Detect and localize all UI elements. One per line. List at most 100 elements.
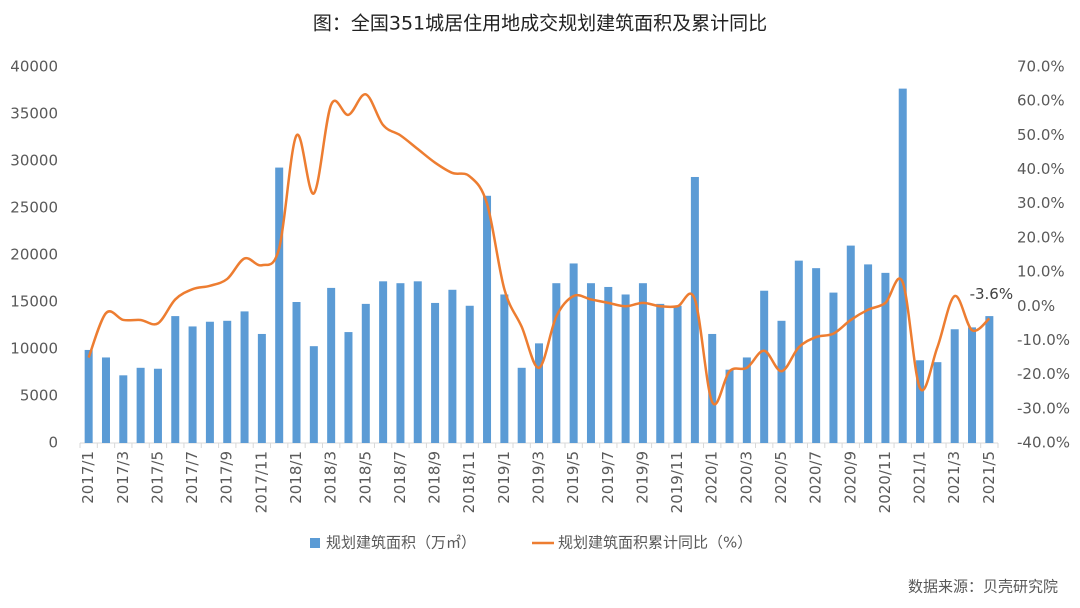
bar [898, 88, 907, 444]
bar [968, 327, 977, 443]
bar [500, 294, 509, 443]
x-tick-label: 2019/5 [564, 451, 582, 504]
data-label: -3.6% [970, 285, 1014, 303]
bar [864, 264, 873, 443]
chart-title: 图：全国351城居住用地成交规划建筑面积及累计同比 [313, 13, 767, 35]
y-tick-label: 25000 [10, 199, 58, 217]
bar [812, 268, 821, 443]
bar [223, 320, 232, 443]
bar [327, 287, 336, 443]
x-tick-label: 2019/7 [599, 451, 617, 504]
bar [846, 245, 855, 443]
x-tick-label: 2018/9 [426, 451, 444, 504]
x-tick-label: 2020/9 [841, 451, 859, 504]
bar [725, 369, 734, 443]
bar [881, 272, 890, 443]
y2-tick-label: 30.0% [1017, 194, 1065, 212]
x-tick-label: 2021/5 [980, 451, 998, 504]
source: 数据来源：贝壳研究院 [908, 578, 1058, 596]
y-tick-label: 40000 [10, 58, 58, 76]
bar [153, 368, 162, 443]
y2-tick-label: -20.0% [1017, 365, 1070, 383]
y2-tick-label: -40.0% [1017, 434, 1070, 452]
y-tick-label: 15000 [10, 293, 58, 311]
x-tick-label: 2020/1 [703, 451, 721, 504]
bar [240, 311, 249, 443]
bar [431, 302, 440, 443]
legend-label: 规划建筑面积累计同比（%） [558, 534, 752, 552]
bar [916, 360, 925, 443]
bar [586, 283, 595, 443]
x-tick-label: 2018/5 [356, 451, 374, 504]
x-tick-label: 2019/11 [668, 451, 686, 513]
bar [604, 286, 613, 443]
bar [552, 283, 561, 443]
y2-tick-label: 50.0% [1017, 126, 1065, 144]
x-tick-label: 2020/7 [807, 451, 825, 504]
bar [569, 263, 578, 443]
bar [673, 305, 682, 443]
bar [448, 289, 457, 443]
bar [777, 320, 786, 443]
x-tick-label: 2019/1 [495, 451, 513, 504]
x-tick-label: 2017/1 [79, 451, 97, 504]
x-tick-label: 2020/3 [737, 451, 755, 504]
bar [257, 333, 266, 443]
x-tick-label: 2020/11 [876, 451, 894, 513]
x-tick-label: 2019/3 [530, 451, 548, 504]
y-tick-label: 30000 [10, 152, 58, 170]
bar [638, 283, 647, 443]
bar [535, 343, 543, 443]
y2-tick-label: 0.0% [1017, 297, 1055, 315]
x-tick-label: 2017/5 [148, 451, 166, 504]
y-tick-label: 20000 [10, 246, 58, 264]
bar [690, 176, 699, 444]
bar [760, 290, 769, 443]
x-tick-label: 2017/3 [114, 451, 132, 504]
y2-tick-label: -30.0% [1017, 399, 1070, 417]
bar [985, 316, 994, 443]
bar [656, 303, 665, 443]
x-tick-label: 2018/1 [287, 451, 305, 504]
line [87, 93, 991, 406]
y2-tick-label: 20.0% [1017, 228, 1065, 246]
legend-swatch [310, 538, 320, 548]
bar [379, 281, 388, 443]
x-tick-label: 2018/3 [322, 451, 340, 504]
x-tick-label: 2018/7 [391, 451, 409, 504]
bar [84, 349, 93, 443]
x-tick-label: 2018/11 [460, 451, 478, 513]
bar [101, 357, 110, 443]
bar [794, 260, 803, 443]
x-tick-label: 2019/9 [633, 451, 651, 504]
bar [361, 303, 370, 443]
bar [275, 167, 284, 443]
x-tick-label: 2021/1 [911, 451, 929, 504]
bar [292, 302, 301, 443]
bar [136, 367, 145, 443]
bar [708, 333, 717, 443]
bar [188, 326, 197, 443]
y-tick-label: 5000 [20, 387, 58, 405]
bar [829, 292, 838, 443]
bar [413, 281, 422, 443]
bar [396, 283, 405, 443]
y2-tick-label: -10.0% [1017, 331, 1070, 349]
x-tick-label: 2017/9 [218, 451, 236, 504]
bar [933, 362, 942, 443]
y2-tick-label: 40.0% [1017, 160, 1065, 178]
y-tick-label: 35000 [10, 105, 58, 123]
bar [621, 294, 630, 443]
x-tick-label: 2017/7 [183, 451, 201, 504]
bar [309, 346, 318, 443]
y-tick-label: 10000 [10, 340, 58, 358]
bar [742, 357, 751, 443]
x-tick-label: 2021/3 [945, 451, 963, 504]
bar [205, 321, 214, 443]
x-tick-label: 2020/5 [772, 451, 790, 504]
bar [950, 329, 959, 443]
y2-tick-label: 10.0% [1017, 263, 1065, 281]
legend-label: 规划建筑面积（万㎡） [326, 534, 476, 552]
bar [171, 316, 180, 443]
